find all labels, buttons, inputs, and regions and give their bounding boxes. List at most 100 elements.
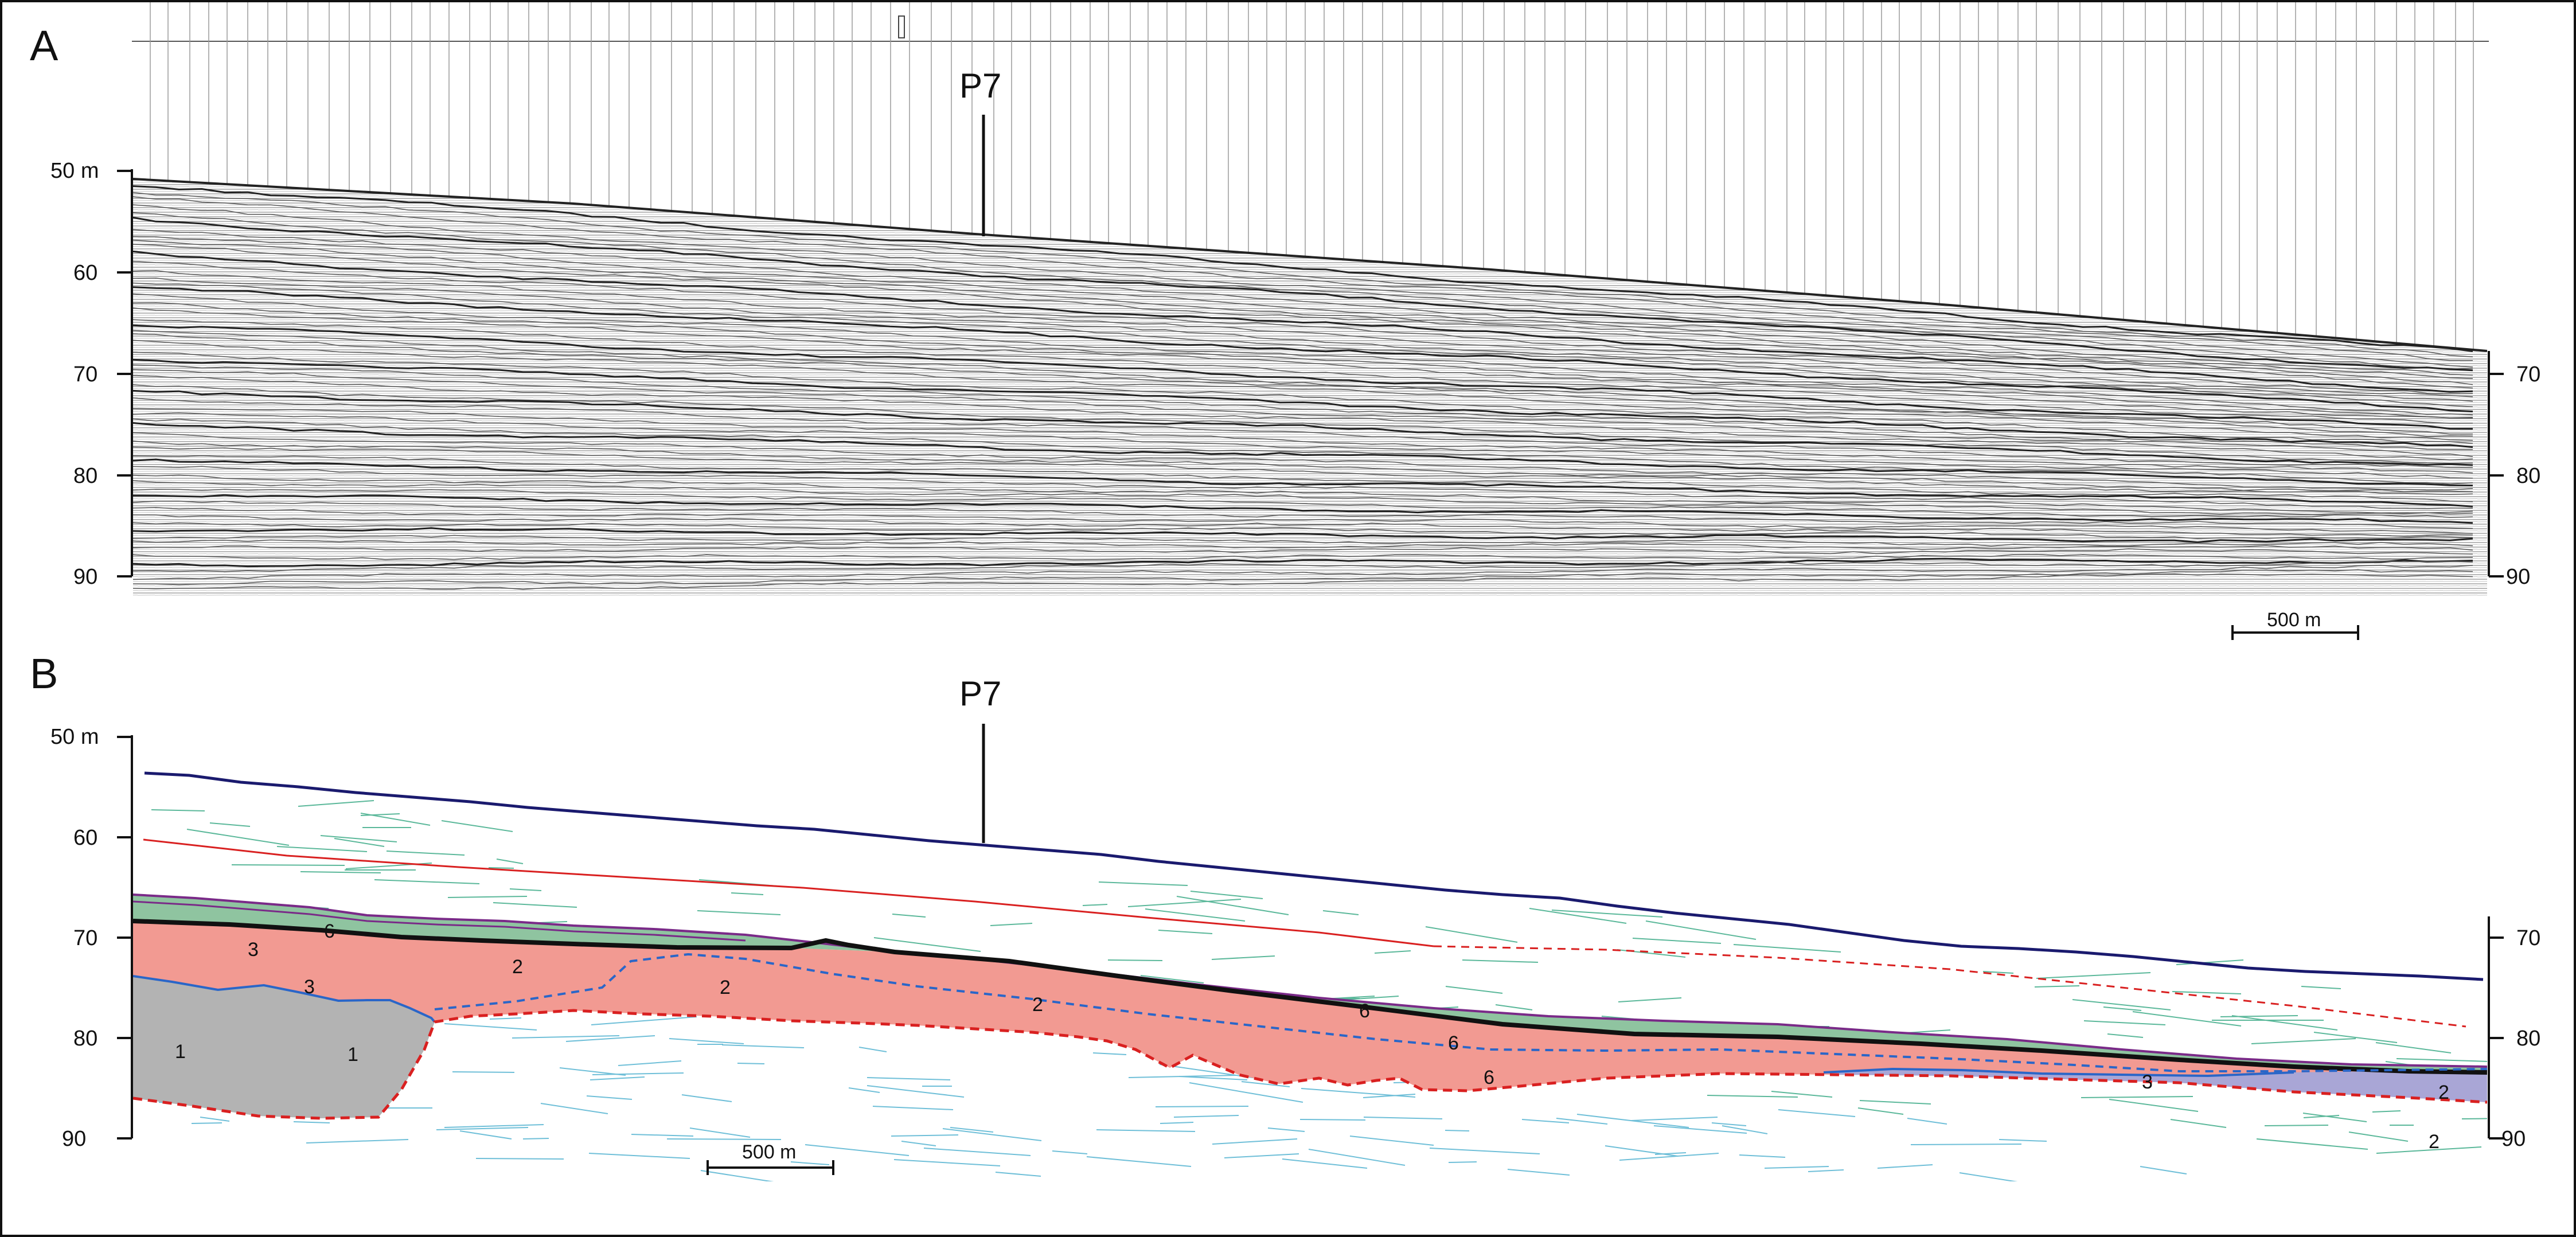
reflector-stroke	[892, 914, 926, 918]
reflector-stroke	[1707, 1095, 1798, 1098]
reflector-line	[133, 569, 2473, 586]
reflector-line	[133, 240, 2473, 385]
reflector-stroke	[2103, 1006, 2142, 1011]
reflector-stroke	[1529, 908, 1627, 924]
reflector-stroke	[334, 838, 385, 847]
reflector-line	[133, 494, 2473, 524]
reflector-stroke	[522, 1138, 549, 1140]
reflector-stroke	[2109, 1099, 2199, 1112]
reflector-line	[133, 307, 2473, 419]
reflector-stroke	[1618, 997, 1682, 1002]
reflector-line	[133, 293, 2473, 416]
reflector-line	[133, 432, 2473, 491]
reflector-stroke	[990, 923, 1033, 926]
reflector-stroke	[1877, 1164, 1933, 1169]
panel-b-right-label-90: 90	[2501, 1127, 2526, 1151]
panel-a: A P7 50 m 60 70 80 90	[30, 2, 2540, 640]
reflector-stroke	[901, 1141, 936, 1146]
reflector-stroke	[2251, 1038, 2356, 1044]
reflector-stroke	[1145, 908, 1246, 922]
reflector-stroke	[872, 1106, 954, 1110]
reflector-stroke	[2313, 1032, 2398, 1043]
reflector-stroke	[320, 835, 397, 842]
reflector-stroke	[1982, 971, 2014, 974]
reflector-stroke	[848, 1087, 880, 1093]
panel-b-scale-bar: 500 m	[707, 1141, 834, 1175]
reflector-stroke	[1374, 950, 1411, 954]
reflector-line	[133, 564, 2473, 580]
reflector-stroke	[1092, 1052, 1127, 1055]
panel-b-unit-label: 2	[1032, 994, 1043, 1016]
reflector-stroke	[2375, 1042, 2452, 1053]
panel-b-unit-label: 3	[304, 976, 315, 998]
reflector-stroke	[2256, 1138, 2368, 1150]
reflector-line	[133, 358, 2473, 448]
reflector-stroke	[1507, 1169, 1570, 1176]
reflector-stroke	[1096, 1129, 1196, 1132]
reflector-line	[133, 375, 2473, 461]
reflector-line	[133, 282, 2473, 408]
reflector-line	[133, 553, 2473, 560]
reflector-stroke	[1282, 1158, 1368, 1169]
reflector-stroke	[731, 892, 764, 895]
reflector-line	[133, 302, 2473, 419]
reflector-stroke	[1299, 1119, 1366, 1121]
reflector-stroke	[592, 1072, 684, 1075]
panel-b-blue-solid-east	[1823, 1067, 2294, 1078]
reflector-stroke	[893, 1159, 1001, 1166]
reflector-stroke	[1551, 910, 1663, 918]
reflector-line	[133, 489, 2473, 518]
reflector-stroke	[2348, 1131, 2409, 1142]
reflector-line	[133, 440, 2473, 493]
reflector-stroke	[666, 1138, 782, 1140]
reflector-stroke	[1190, 891, 1263, 899]
reflector-stroke	[1910, 1144, 2022, 1145]
reflector-stroke	[1098, 881, 1188, 886]
panel-b-red-dashed-base	[133, 1009, 2487, 1120]
panel-a-depth-label-50: 50 m	[50, 159, 99, 183]
panel-b-well-label: P7	[959, 674, 1001, 713]
reflector-stroke	[2461, 1118, 2487, 1119]
reflector-line	[133, 212, 2473, 370]
reflector-stroke	[737, 1063, 765, 1064]
panel-b-unit-label: 6	[324, 920, 335, 942]
panel-b-unit-label: 1	[175, 1041, 186, 1063]
reflector-stroke	[2172, 991, 2242, 994]
reflector-line	[133, 474, 2473, 514]
panel-b-unit-label: 1	[348, 1044, 358, 1066]
reflector-stroke	[1859, 1100, 1931, 1105]
reflector-stroke	[995, 1172, 1041, 1177]
reflector-stroke	[1722, 1125, 1768, 1134]
panel-b-scale-label: 500 m	[742, 1141, 797, 1163]
reflector-stroke	[2372, 1110, 2401, 1113]
reflector-line	[133, 196, 2473, 361]
reflector-line	[133, 278, 2473, 402]
reflector-stroke	[565, 1035, 655, 1042]
reflector-stroke	[1267, 1127, 1305, 1132]
reflector-stroke	[1771, 1091, 1833, 1098]
panel-b-blue-dashed-reflector	[434, 953, 2487, 1072]
panel-a-letter: A	[30, 22, 58, 69]
panel-b-red-upper-reflector	[143, 838, 1434, 947]
reflector-line	[133, 229, 2473, 376]
reflector-line	[133, 352, 2473, 444]
reflector-stroke	[1349, 1135, 1434, 1146]
reflector-stroke	[496, 859, 524, 864]
reflector-stroke	[1160, 1122, 1194, 1124]
reflector-stroke	[540, 1103, 608, 1114]
panel-b-unit-label: 6	[1448, 1032, 1459, 1054]
reflector-line	[133, 236, 2473, 379]
panel-b-unit-label: 2	[2438, 1082, 2449, 1103]
reflector-stroke	[669, 1038, 744, 1044]
panel-a-well-label: P7	[959, 67, 1001, 105]
reflector-stroke	[1445, 986, 1503, 994]
reflector-stroke	[1176, 896, 1289, 915]
panel-a-data-fill	[133, 179, 2487, 596]
reflector-stroke	[1429, 1148, 1540, 1154]
reflector-stroke	[1155, 1106, 1249, 1107]
reflector-line	[133, 319, 2473, 424]
panel-a-depth-label-80: 80	[73, 464, 97, 488]
reflector-stroke	[588, 1153, 690, 1159]
